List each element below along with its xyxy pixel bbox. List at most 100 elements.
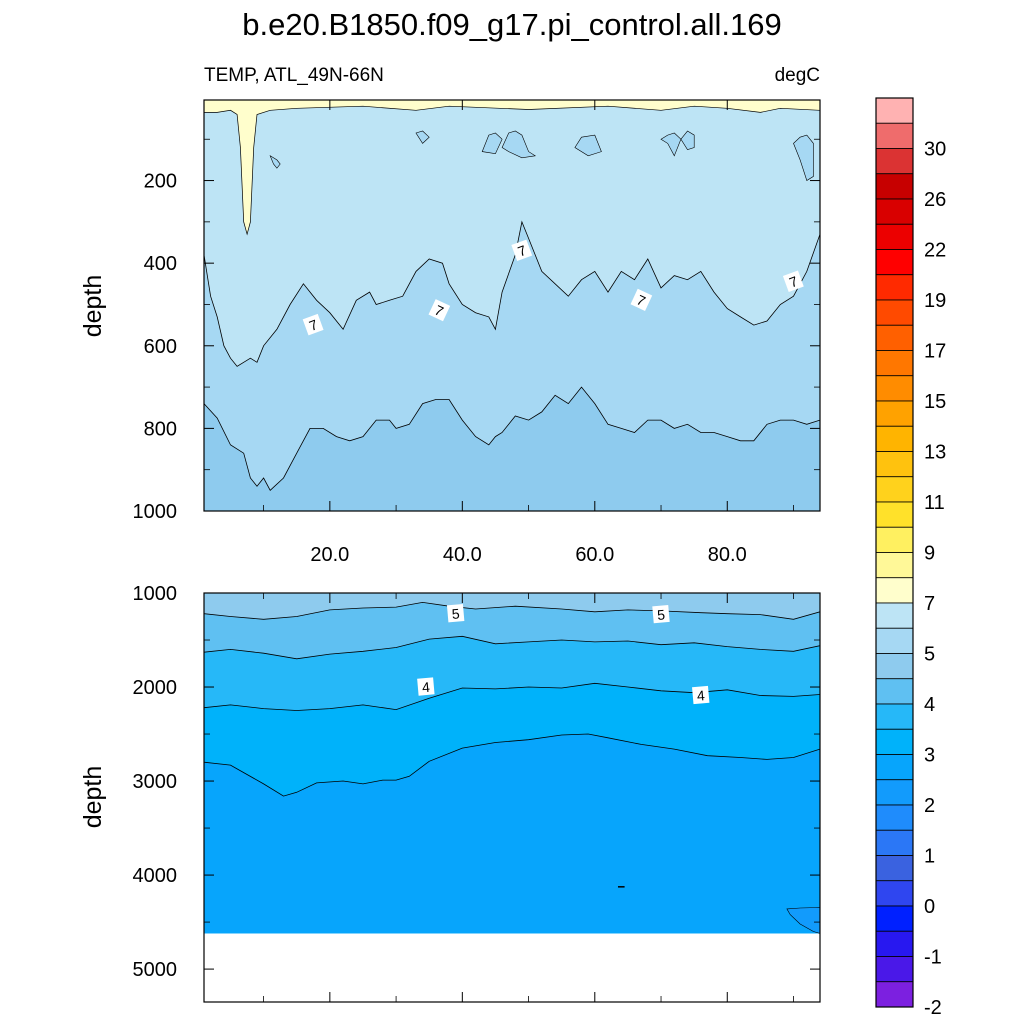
chart-subtitle-units: degC — [775, 65, 820, 86]
upper-x-tick-label: 20.0 — [310, 544, 349, 566]
colorbar-swatch — [875, 930, 914, 957]
svg-text:5: 5 — [451, 605, 460, 622]
upper-island-7 — [415, 130, 430, 144]
lower-y-tick-label: 5000 — [133, 959, 178, 981]
upper-y-tick-label: 600 — [144, 336, 177, 358]
colorbar-swatch — [875, 425, 914, 452]
lower-contour-label: 5 — [652, 604, 670, 624]
lower-contour-line — [204, 601, 820, 620]
upper-island-4 — [481, 132, 503, 155]
colorbar-tick-label: 26 — [924, 189, 946, 211]
upper-band-5-6 — [204, 387, 820, 511]
upper-x-tick-label: 60.0 — [575, 544, 614, 566]
lower-plot-frame — [203, 592, 821, 1003]
upper-island-2 — [660, 132, 682, 157]
colorbar-tick-label: 2 — [924, 795, 935, 817]
colorbar-swatch — [875, 451, 914, 478]
upper-island-3 — [793, 134, 814, 181]
upper-y-tick-label: 400 — [144, 253, 177, 275]
colorbar-swatch — [875, 779, 914, 806]
colorbar-tick-label: -1 — [924, 947, 942, 969]
colorbar-swatch — [875, 855, 914, 882]
upper-y-tick-label: 200 — [144, 171, 177, 193]
upper-contour-line — [204, 386, 820, 491]
lower-contour-label: 5 — [446, 604, 465, 623]
lower-contour-line — [204, 682, 820, 711]
colorbar-swatch — [875, 728, 914, 755]
colorbar-swatch — [875, 678, 914, 705]
colorbar-swatch — [875, 122, 914, 149]
colorbar-tick-label: 11 — [924, 492, 945, 514]
colorbar-swatch — [875, 299, 914, 326]
lower-y-tick-label: 3000 — [133, 771, 178, 793]
colorbar-swatch — [875, 627, 914, 654]
colorbar-swatch — [875, 223, 914, 250]
upper-contour-label: 7 — [630, 288, 653, 311]
upper-plot-frame — [203, 99, 821, 512]
colorbar-swatch — [875, 829, 914, 856]
upper-contour-label: 7 — [782, 270, 804, 293]
colorbar-swatch — [875, 905, 914, 932]
upper-contour-label: 7 — [302, 313, 324, 336]
upper-contour-label: 7 — [428, 299, 451, 322]
upper-y-tick-label: 1000 — [133, 501, 178, 523]
lower-y-axis-label: depth — [79, 766, 107, 829]
colorbar-swatch — [875, 552, 914, 579]
lower-contour-label: 4 — [417, 677, 435, 696]
colorbar-swatch — [875, 577, 914, 604]
upper-island-6 — [269, 155, 281, 169]
colorbar-swatch — [875, 375, 914, 402]
upper-x-tick-label: 40.0 — [443, 544, 482, 566]
upper-panel: 7 7 7 7 7 200 400 600 800 1000 20.0 40.0 60.0 80.0 d… — [79, 99, 821, 566]
colorbar-swatch — [875, 880, 914, 907]
colorbar-swatch — [875, 981, 914, 1008]
colorbar-swatch — [875, 501, 914, 528]
colorbar-swatch — [875, 148, 914, 175]
lower-panel: 5 5 4 4 1000 2000 3000 4000 5000 depth — [79, 583, 821, 1003]
colorbar-tick-label: -2 — [924, 997, 942, 1019]
colorbar-tick-label: 22 — [924, 240, 946, 262]
upper-island-0 — [501, 130, 537, 159]
svg-text:4: 4 — [421, 679, 430, 696]
colorbar-swatch — [875, 400, 914, 427]
colorbar-swatch — [875, 956, 914, 983]
colorbar-tick-label: 1 — [924, 846, 935, 868]
colorbar-tick-label: 0 — [924, 896, 935, 918]
colorbar-swatch — [875, 350, 914, 377]
colorbar-tick-label: 15 — [924, 391, 946, 413]
upper-y-axis-label: depth — [79, 275, 107, 338]
colorbar-frame — [875, 97, 914, 1008]
lower-band-fill — [204, 734, 820, 934]
svg-text:5: 5 — [656, 606, 665, 623]
colorbar-swatch — [875, 526, 914, 553]
colorbar-tick-label: 7 — [924, 593, 935, 615]
colorbar-swatch — [875, 173, 914, 200]
lower-y-tick-label: 1000 — [133, 583, 178, 605]
colorbar-tick-label: 19 — [924, 290, 946, 312]
upper-contour-line — [204, 220, 820, 367]
chart-title: b.e20.B1850.f09_g17.pi_control.all.169 — [242, 7, 782, 42]
colorbar-tick-label: 4 — [924, 694, 935, 716]
colorbar-tick-label: 30 — [924, 139, 946, 161]
svg-text:4: 4 — [696, 687, 705, 704]
colorbar-swatch — [875, 249, 914, 276]
upper-island-5 — [574, 134, 602, 157]
colorbar-tick-label: 5 — [924, 644, 935, 666]
colorbar-tick-label: 13 — [924, 442, 946, 464]
upper-x-tick-label: 80.0 — [708, 544, 747, 566]
colorbar-swatch — [875, 804, 914, 831]
colorbar-tick-label: 17 — [924, 341, 946, 363]
colorbar-swatch — [875, 198, 914, 225]
lower-deep-patch — [786, 907, 820, 934]
colorbar-swatch — [875, 602, 914, 629]
upper-island-1 — [680, 130, 695, 150]
colorbar-tick-label: 3 — [924, 745, 935, 767]
colorbar-swatch — [875, 274, 914, 301]
lower-contour-label: 4 — [692, 685, 710, 705]
colorbar-swatch — [875, 324, 914, 351]
upper-y-tick-label: 800 — [144, 418, 177, 440]
colorbar-swatch — [875, 754, 914, 781]
colorbar-tick-label: 9 — [924, 543, 935, 565]
lower-y-tick-label: 4000 — [133, 865, 178, 887]
